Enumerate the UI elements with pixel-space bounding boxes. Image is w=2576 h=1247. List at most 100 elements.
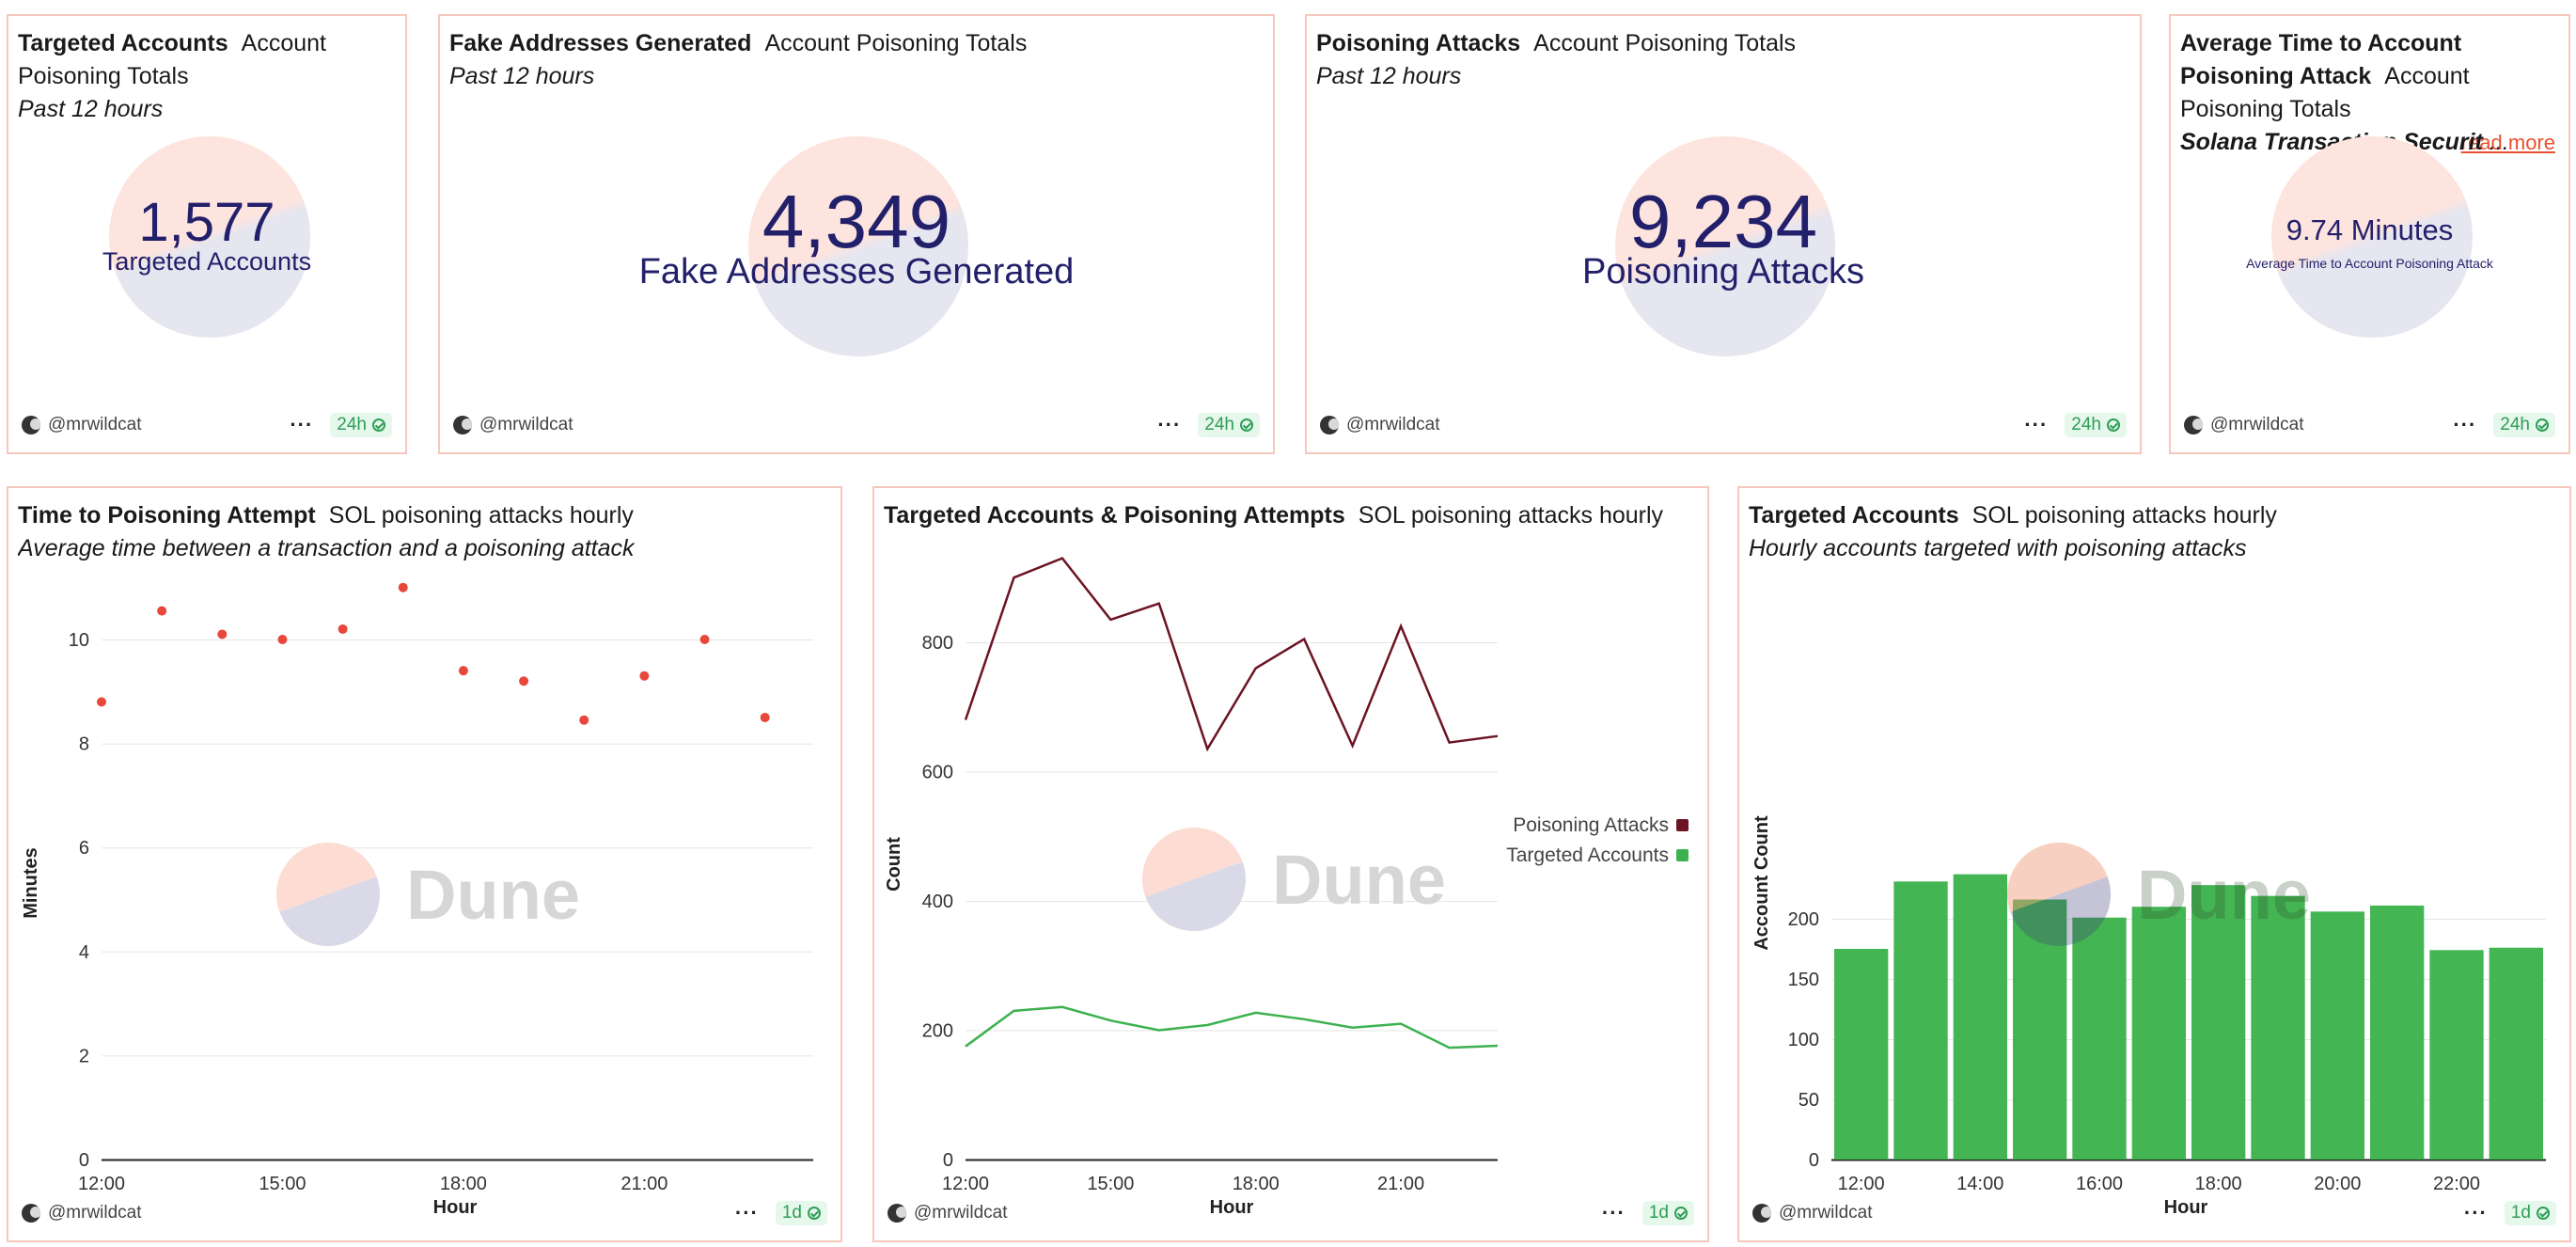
card-title[interactable]: Poisoning Attacks (1316, 30, 1521, 56)
avatar[interactable] (22, 416, 40, 434)
x-tick-label: 15:00 (259, 1174, 306, 1194)
chart-card-accounts-attempts[interactable]: Targeted Accounts & Poisoning Attempts SO… (872, 486, 1709, 1242)
check-circle-icon (372, 418, 385, 432)
y-tick-label: 0 (1809, 1150, 1819, 1171)
more-options-icon[interactable]: ··· (290, 413, 314, 436)
y-axis-label: Count (884, 837, 904, 892)
refresh-interval: 1d (781, 1203, 802, 1223)
card-title[interactable]: Average Time to Account Poisoning Attack (2180, 30, 2462, 89)
avatar[interactable] (1320, 416, 1339, 434)
y-tick-label: 600 (922, 763, 953, 783)
x-tick-label: 12:00 (942, 1174, 989, 1194)
card-title[interactable]: Targeted Accounts (1749, 502, 1959, 529)
card-subtitle: Past 12 hours (1316, 63, 1462, 89)
y-tick-label: 0 (79, 1150, 89, 1171)
y-tick-label: 4 (79, 942, 89, 963)
x-tick-label: 16:00 (2076, 1174, 2123, 1194)
card-footer: @mrwildcat ··· 24h (1320, 411, 2127, 439)
query-name[interactable]: SOL poisoning attacks hourly (1971, 502, 2277, 529)
query-name[interactable]: Account Poisoning Totals (18, 30, 326, 89)
x-axis-label: Hour (1210, 1197, 1254, 1218)
data-point (338, 624, 348, 634)
watermark-text: Dune (2137, 856, 2311, 934)
refresh-badge[interactable]: 24h (2065, 413, 2127, 437)
query-name[interactable]: SOL poisoning attacks hourly (1358, 502, 1664, 529)
more-options-icon[interactable]: ··· (1157, 413, 1182, 436)
refresh-badge[interactable]: 1d (1641, 1201, 1694, 1225)
data-point (157, 606, 167, 616)
card-subtitle: Past 12 hours (449, 63, 595, 89)
avatar[interactable] (887, 1204, 906, 1223)
bar-chart: 0 50 100 150 200 Dune 12:00 14:00 16:00 18:00 20:0… (1751, 815, 2546, 1218)
check-circle-icon (1674, 1207, 1688, 1220)
query-name[interactable]: Account Poisoning Totals (1533, 30, 1797, 56)
y-tick-label: 10 (69, 630, 89, 651)
chart-card-time-to-poisoning[interactable]: Time to Poisoning Attempt SOL poisoning a… (7, 486, 842, 1242)
card-title[interactable]: Targeted Accounts (18, 30, 228, 56)
chart-card-targeted-accounts[interactable]: Targeted Accounts SOL poisoning attacks h… (1737, 486, 2571, 1242)
card-footer: @mrwildcat ··· 24h (453, 411, 1260, 439)
card-footer: @mrwildcat ··· 1d (887, 1199, 1694, 1227)
counter-card-poisoning-attacks[interactable]: Poisoning Attacks Account Poisoning Total… (1305, 14, 2142, 454)
refresh-interval: 24h (1204, 415, 1234, 434)
watermark-text: Dune (406, 856, 580, 934)
author[interactable]: @mrwildcat (1346, 415, 1440, 434)
refresh-badge[interactable]: 1d (2504, 1201, 2556, 1225)
counter-card-average-time[interactable]: Average Time to Account Poisoning Attack… (2169, 14, 2570, 454)
scatter-chart: 0 2 4 6 8 10 Dune 12:00 15:00 18:00 21:00 Hour Minut… (21, 582, 813, 1218)
author[interactable]: @mrwildcat (48, 415, 142, 434)
bar (2131, 907, 2186, 1160)
watermark-logo-bottom (2010, 876, 2111, 946)
counter-value: 1,577 (138, 192, 275, 253)
refresh-badge[interactable]: 24h (2493, 413, 2555, 437)
author[interactable]: @mrwildcat (1779, 1203, 1873, 1223)
y-tick-label: 2 (79, 1046, 89, 1066)
avatar[interactable] (2184, 416, 2203, 434)
bar (2370, 905, 2425, 1160)
watermark-logo-bottom (279, 876, 380, 946)
data-point (217, 629, 228, 639)
check-circle-icon (2107, 418, 2120, 432)
card-title[interactable]: Fake Addresses Generated (449, 30, 752, 56)
y-tick-label: 8 (79, 734, 89, 755)
refresh-interval: 24h (2500, 415, 2530, 434)
bar (1834, 949, 1889, 1160)
more-options-icon[interactable]: ··· (1601, 1201, 1626, 1224)
x-tick-label: 12:00 (78, 1174, 125, 1194)
query-name[interactable]: Account Poisoning Totals (764, 30, 1028, 56)
more-options-icon[interactable]: ··· (2453, 413, 2477, 436)
more-options-icon[interactable]: ··· (2024, 413, 2049, 436)
read-more-link[interactable]: read more (2455, 126, 2555, 159)
author[interactable]: @mrwildcat (479, 415, 573, 434)
more-options-icon[interactable]: ··· (734, 1201, 759, 1224)
author[interactable]: @mrwildcat (914, 1203, 1008, 1223)
avatar[interactable] (1752, 1204, 1771, 1223)
refresh-badge[interactable]: 24h (1198, 413, 1260, 437)
counter-card-fake-addresses[interactable]: Fake Addresses Generated Account Poisonin… (438, 14, 1275, 454)
x-tick-label: 15:00 (1087, 1174, 1134, 1194)
card-title[interactable]: Time to Poisoning Attempt (18, 502, 316, 529)
counter-label: Poisoning Attacks (1582, 252, 1864, 292)
check-circle-icon (2536, 418, 2549, 432)
watermark-logo-top (1142, 828, 1243, 897)
author[interactable]: @mrwildcat (48, 1203, 142, 1223)
query-name[interactable]: Account Poisoning Totals (2180, 63, 2470, 122)
query-name[interactable]: SOL poisoning attacks hourly (328, 502, 634, 529)
avatar[interactable] (453, 416, 472, 434)
watermark-logo-bottom (1145, 861, 1246, 932)
refresh-badge[interactable]: 1d (775, 1201, 827, 1225)
x-axis-label: Hour (433, 1197, 478, 1218)
y-tick-label: 400 (922, 892, 953, 912)
refresh-badge[interactable]: 24h (330, 413, 392, 437)
avatar[interactable] (22, 1204, 40, 1223)
bar (2489, 947, 2543, 1160)
dune-watermark: Dune (1142, 828, 1446, 932)
card-title[interactable]: Targeted Accounts & Poisoning Attempts (884, 502, 1345, 529)
legend-label: Targeted Accounts (1506, 844, 1669, 866)
counter-label: Fake Addresses Generated (638, 252, 1075, 292)
more-options-icon[interactable]: ··· (2463, 1201, 2488, 1224)
y-tick-label: 200 (1788, 909, 1819, 930)
card-subtitle: Hourly accounts targeted with poisoning … (1749, 535, 2247, 561)
counter-card-targeted-accounts[interactable]: Targeted Accounts Account Poisoning Total… (7, 14, 407, 454)
author[interactable]: @mrwildcat (2210, 415, 2304, 434)
